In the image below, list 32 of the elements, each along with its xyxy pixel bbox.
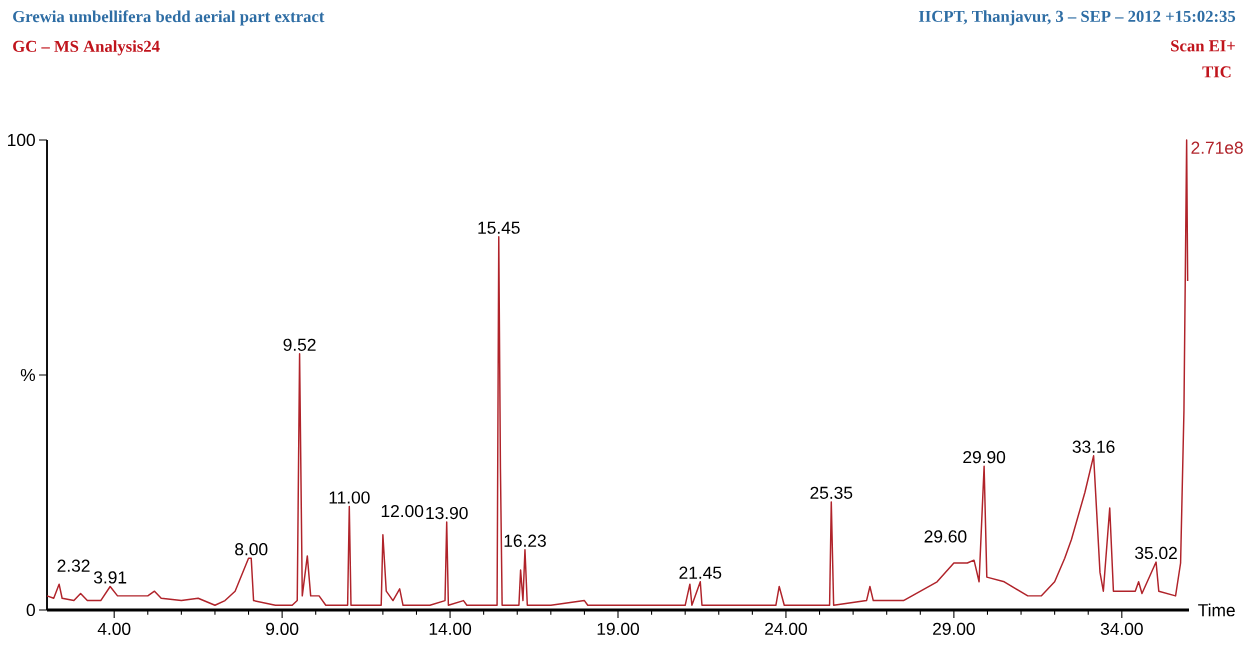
text: TIC [1202, 66, 1231, 78]
annotation: 8.00 [235, 543, 268, 556]
chart-title: Grewia umbellifera bedd aerial part extract [13, 10, 325, 26]
x-tick-label: 34.00 [1100, 622, 1143, 635]
x-tick-label: 24.00 [765, 622, 807, 635]
text: 2.71e8 [1191, 141, 1243, 154]
annotation: 21.45 [679, 566, 722, 579]
annotation: 3.91 [93, 571, 127, 584]
annotation: 13.90 [426, 506, 468, 520]
annotation: 11.00 [329, 491, 370, 504]
x-tick-label: 4.00 [97, 622, 131, 635]
chart-subtitle: GC – MS Analysis24 [13, 40, 160, 56]
annotation: 29.60 [924, 530, 967, 543]
x-tick-label: 29.00 [933, 622, 975, 635]
x-axis-title: Time [1198, 603, 1235, 617]
annotation: 9.52 [283, 338, 316, 351]
annotation: 25.35 [810, 486, 853, 499]
annotation: 15.45 [478, 221, 520, 234]
annotation: 2.32 [57, 559, 90, 572]
text: Scan EI+ [1171, 40, 1235, 52]
annotation: 35.02 [1135, 546, 1177, 560]
x-tick-label: 9.00 [266, 622, 299, 635]
y-tick-label: 100 [8, 133, 35, 147]
y-tick-label: 0 [26, 603, 35, 617]
x-tick-label: 14.00 [429, 622, 472, 635]
annotation: 33.16 [1072, 440, 1115, 453]
y-tick-label: % [20, 368, 36, 382]
annotation: 29.90 [963, 450, 1006, 464]
annotation: 16.23 [504, 534, 546, 547]
x-tick-label: 19.00 [597, 622, 640, 635]
text: IICPT, Thanjavur, 3 – SEP – 2012 +15:02:35 [918, 10, 1236, 26]
annotation: 12.00 [381, 504, 424, 518]
